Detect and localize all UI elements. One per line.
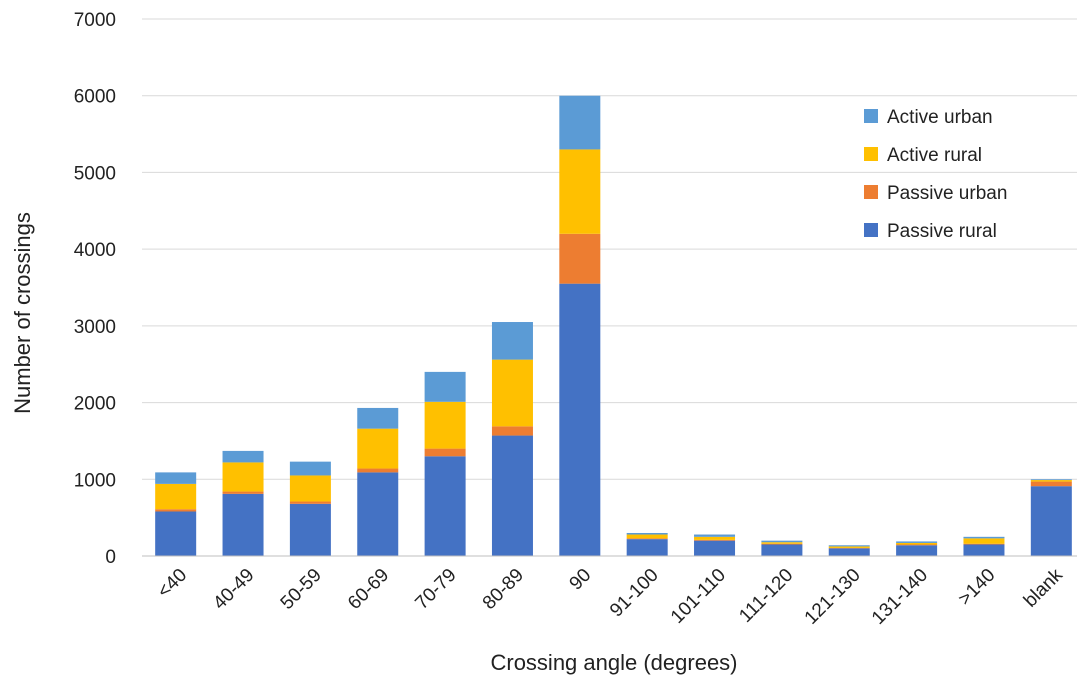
bar-segment: [761, 543, 803, 545]
y-tick-label: 0: [105, 547, 116, 568]
x-tick-label: 90: [566, 565, 596, 595]
bar-segment: [289, 475, 331, 502]
bar-segment: [222, 462, 264, 492]
gridlines: [142, 18, 1077, 480]
bar-segment: [896, 542, 938, 545]
bar-segment: [222, 493, 264, 556]
legend: Active urban Active rural Passive urban Pas…: [864, 107, 1007, 242]
x-tick-label: 60-69: [344, 565, 393, 614]
bars: [155, 95, 1072, 556]
bar-segment: [1030, 486, 1072, 556]
bar-segment: [626, 534, 668, 539]
bar-segment: [896, 545, 938, 556]
bar-segment: [896, 541, 938, 543]
bar-segment: [694, 536, 736, 540]
bar-segment: [694, 540, 736, 556]
x-tick-label: 70-79: [411, 565, 460, 614]
bar-segment: [491, 426, 533, 436]
legend-swatch: [864, 223, 878, 237]
bar-segment: [963, 543, 1005, 545]
bar-segment: [155, 511, 197, 556]
legend-swatch: [864, 109, 878, 123]
y-tick-label: 6000: [74, 87, 116, 108]
x-tick-label: 40-49: [209, 565, 258, 614]
bar-segment: [357, 428, 399, 469]
bar-segment: [828, 545, 870, 547]
bar-segment: [1030, 481, 1072, 487]
bar-segment: [424, 456, 466, 556]
y-tick-label: 4000: [74, 240, 116, 261]
bar-segment: [357, 407, 399, 429]
y-axis-ticks: 0 1000 2000 3000 4000 5000 6000 7000: [74, 10, 116, 568]
bar-segment: [761, 542, 803, 544]
bar-segment: [289, 503, 331, 556]
bar-segment: [559, 283, 601, 556]
x-tick-label: 80-89: [479, 565, 528, 614]
bar-segment: [491, 322, 533, 360]
bar-segment: [828, 546, 870, 548]
x-tick-label: 91-100: [606, 565, 663, 622]
y-axis-title: Number of crossings: [10, 212, 35, 414]
bar-segment: [357, 468, 399, 473]
bar-segment: [289, 501, 331, 504]
x-tick-label: <40: [154, 565, 192, 603]
y-tick-label: 1000: [74, 470, 116, 491]
bar-segment: [963, 536, 1005, 539]
x-tick-label: >140: [954, 565, 999, 610]
x-tick-label: blank: [1020, 564, 1067, 611]
bar-segment: [963, 538, 1005, 544]
bar-segment: [694, 534, 736, 537]
bar-segment: [424, 448, 466, 457]
bar-segment: [559, 233, 601, 284]
legend-label: Passive urban: [887, 183, 1007, 204]
legend-label: Active rural: [887, 145, 982, 166]
bar-segment: [963, 544, 1005, 556]
bar-segment: [424, 371, 466, 402]
bar-segment: [559, 95, 601, 150]
bar-segment: [626, 539, 668, 556]
y-tick-label: 7000: [74, 10, 116, 31]
legend-swatch: [864, 147, 878, 161]
bar-segment: [155, 483, 197, 510]
bar-segment: [357, 472, 399, 556]
bar-segment: [761, 540, 803, 543]
bar-segment: [828, 548, 870, 556]
bar-segment: [1030, 480, 1072, 482]
x-tick-label: 111-120: [735, 565, 797, 627]
bar-segment: [491, 435, 533, 556]
x-tick-label: 131-140: [868, 565, 932, 629]
legend-label: Active urban: [887, 107, 993, 128]
bar-segment: [896, 544, 938, 546]
x-tick-label: 50-59: [277, 565, 326, 614]
y-tick-label: 5000: [74, 163, 116, 184]
bar-segment: [626, 532, 668, 535]
x-axis-ticks: <40 40-49 50-59 60-69 70-79 80-89 90 91-100 101-…: [154, 564, 1068, 629]
bar-segment: [694, 539, 736, 541]
bar-segment: [222, 491, 264, 494]
x-axis-title: Crossing angle (degrees): [490, 650, 737, 675]
x-tick-label: 121-130: [801, 565, 865, 629]
y-tick-label: 3000: [74, 317, 116, 338]
bar-segment: [491, 359, 533, 427]
y-tick-label: 2000: [74, 394, 116, 415]
bar-segment: [155, 509, 197, 512]
x-tick-label: 101-110: [667, 565, 730, 628]
bar-segment: [761, 544, 803, 556]
bar-segment: [289, 461, 331, 476]
legend-swatch: [864, 185, 878, 199]
bar-segment: [559, 149, 601, 234]
bar-segment: [155, 472, 197, 484]
bar-segment: [424, 401, 466, 449]
bar-segment: [626, 538, 668, 540]
bar-segment: [222, 450, 264, 463]
legend-label: Passive rural: [887, 221, 997, 242]
bar-segment: [1030, 479, 1072, 481]
